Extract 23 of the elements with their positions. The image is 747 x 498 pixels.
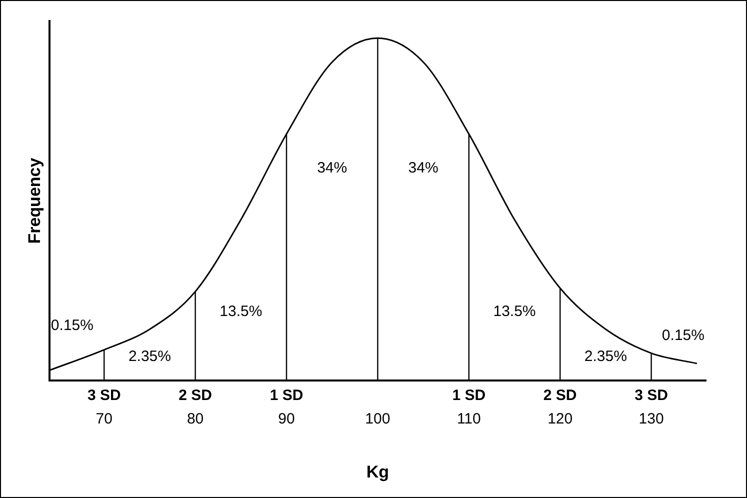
ref-line-label: 3 SD [634,387,668,404]
annotation: 34% [317,159,348,176]
ref-line-label: 3 SD [87,387,121,404]
x-tick-label: 100 [365,410,390,428]
x-tick-label: 90 [278,410,295,428]
ref-line-label: 1 SD [270,387,304,404]
annotation: 34% [408,159,438,176]
x-tick-label: 70 [96,410,112,428]
ref-line-label: 2 SD [178,387,212,404]
x-tick-label: 120 [548,410,573,428]
x-tick-label: 110 [456,410,481,428]
annotation: 2.35% [128,348,171,365]
annotation: 13.5% [220,303,262,320]
y-axis-title: Frequency [24,157,44,244]
annotation: 13.5% [493,303,536,320]
x-axis-title: Kg [366,462,390,482]
x-tick-label: 80 [186,410,204,428]
x-tick-label: 130 [638,410,664,428]
annotation: 2.35% [584,348,627,365]
ref-line-label: 1 SD [452,387,486,404]
annotation: 0.15% [662,327,704,344]
annotation: 0.15% [50,316,94,334]
ref-line-label: 2 SD [543,387,577,404]
